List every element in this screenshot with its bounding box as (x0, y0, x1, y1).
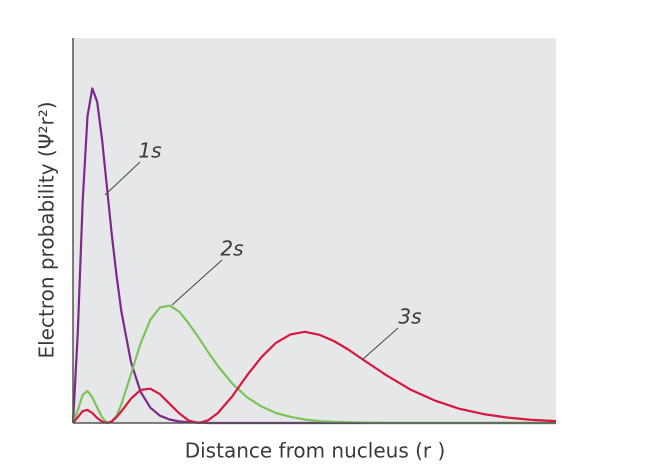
x-axis-label: Distance from nucleus (r ) (185, 439, 446, 463)
series-label: 2s (220, 237, 243, 261)
plot-area (73, 38, 556, 423)
callout-line (171, 259, 223, 306)
series-label: 1s (138, 139, 161, 163)
callout-line (361, 327, 399, 361)
y-axis-label: Electron probability (Ψ²r²) (35, 101, 59, 358)
series-label: 3s (398, 305, 421, 329)
series-line (72, 330, 557, 425)
callout-line (104, 161, 141, 196)
